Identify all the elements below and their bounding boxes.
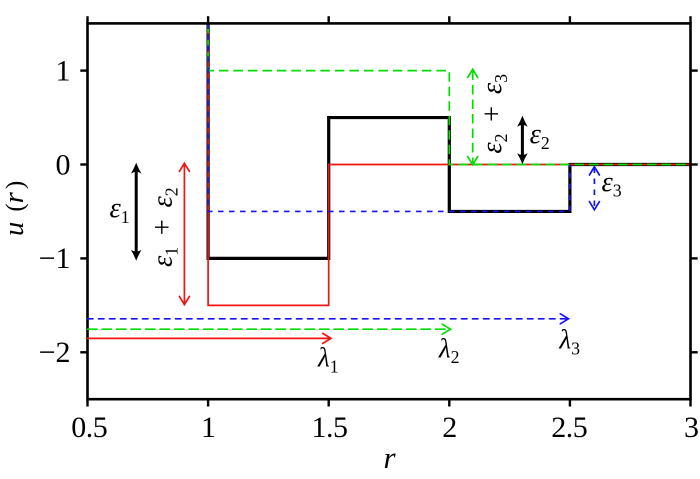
svg-text:ε3: ε3 [602,167,622,201]
svg-text:ε2 + ε3: ε2 + ε3 [477,74,511,154]
svg-text:u (r): u (r) [0,181,30,236]
svg-text:λ2: λ2 [438,333,460,367]
svg-text:λ3: λ3 [558,325,580,359]
svg-text:2.5: 2.5 [551,411,587,444]
svg-text:1.5: 1.5 [312,411,348,444]
svg-text:0: 0 [56,148,71,181]
svg-text:1: 1 [201,411,216,444]
svg-text:λ1: λ1 [317,343,339,377]
svg-text:2: 2 [442,411,457,444]
svg-text:1: 1 [56,54,71,87]
svg-text:−1: −1 [39,242,71,275]
svg-text:ε1 + ε2: ε1 + ε2 [148,187,182,267]
svg-text:ε2: ε2 [530,119,550,153]
svg-text:r: r [383,440,396,474]
svg-text:ε1: ε1 [110,193,130,227]
svg-text:0.5: 0.5 [71,411,107,444]
svg-text:3: 3 [684,411,699,444]
svg-text:−2: −2 [39,336,71,369]
